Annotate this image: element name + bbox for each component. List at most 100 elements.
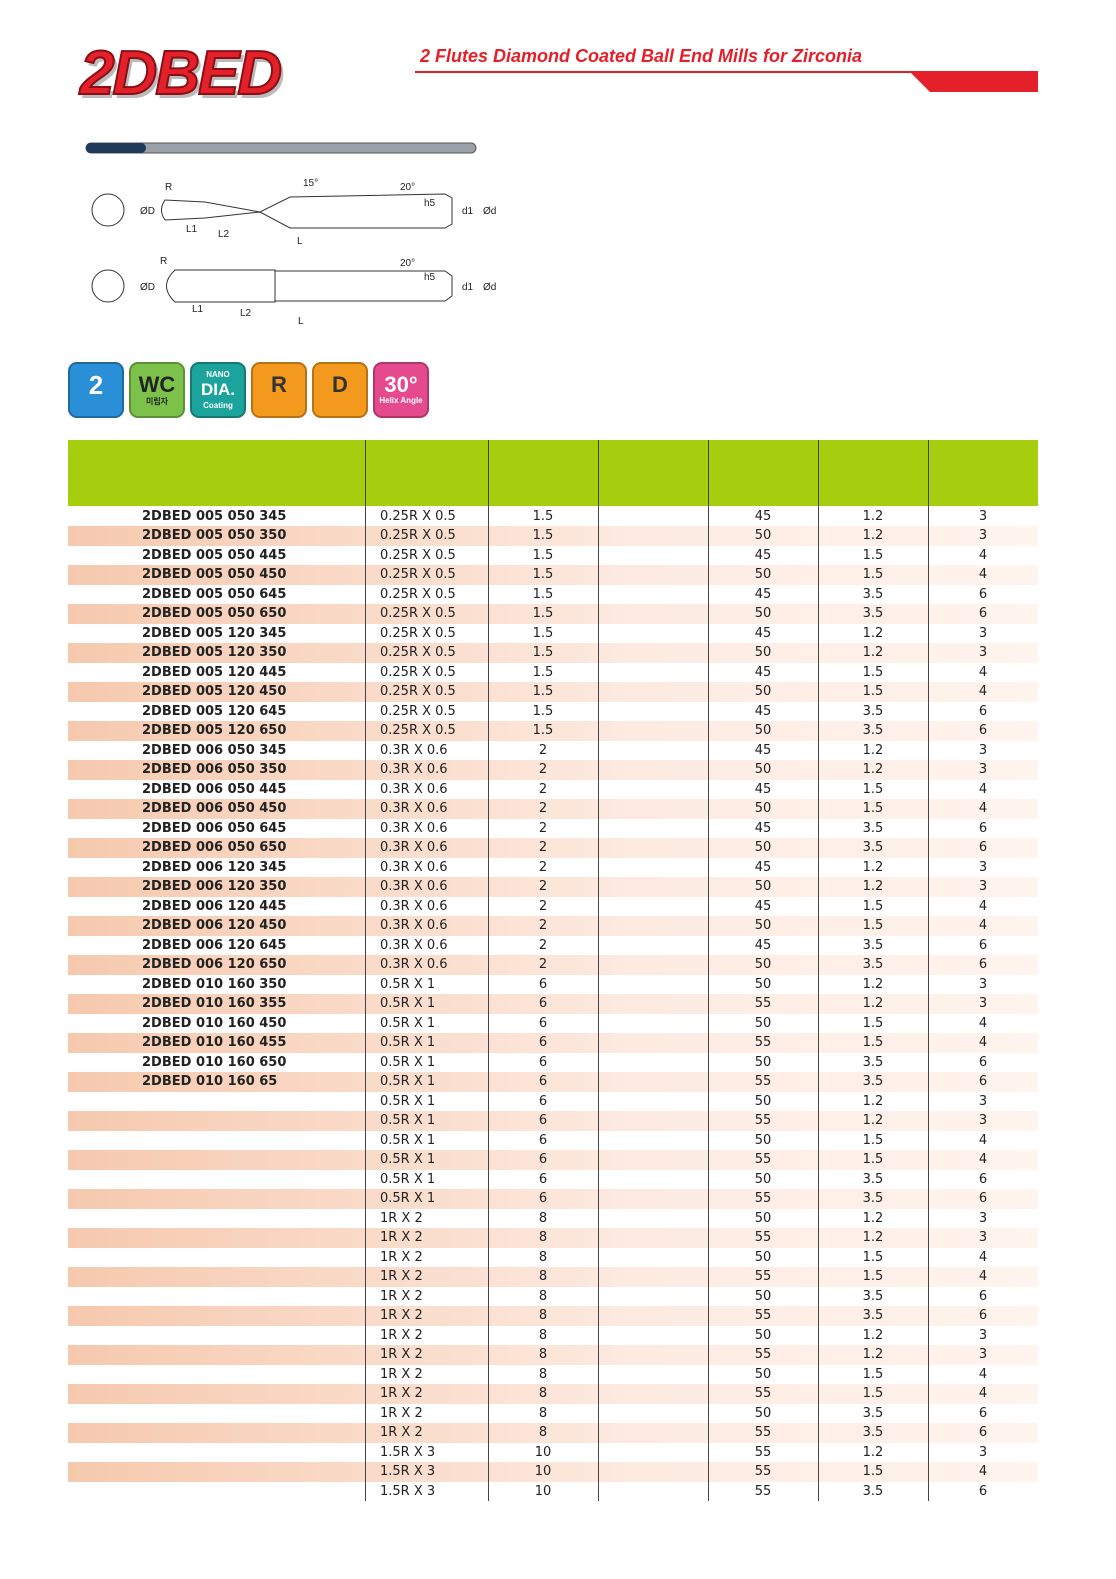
table-row: 2DBED 006 120 645 0.3R X 0.6 2 45 3.5 6 xyxy=(68,936,1038,956)
table-row: 2DBED 010 160 450 0.5R X 1 6 50 1.5 4 xyxy=(68,1014,1038,1034)
table-cell: 0.25R X 0.5 xyxy=(380,684,456,699)
table-cell: 1.5 xyxy=(532,723,554,738)
table-cell: 2 xyxy=(538,918,548,933)
table-row: 1R X 2 8 50 1.2 3 xyxy=(68,1209,1038,1229)
table-cell: 3 xyxy=(978,1093,988,1109)
table-cell: 6 xyxy=(538,996,548,1011)
table-cell: 1.2 xyxy=(862,742,884,758)
table-cell: 6 xyxy=(978,1191,988,1206)
table-cell: 2 xyxy=(538,840,548,855)
table-cell: 4 xyxy=(978,1464,988,1479)
table-cell: 4 xyxy=(978,1249,988,1265)
table-cell: 3.5 xyxy=(862,1171,884,1187)
table-cell: 2DBED 005 120 645 xyxy=(142,703,287,719)
table-cell: 3.5 xyxy=(862,1074,884,1089)
table-cell: 0.5R X 1 xyxy=(380,1054,436,1070)
table-cell: 8 xyxy=(538,1327,548,1343)
table-cell: 1R X 2 xyxy=(380,1269,423,1284)
table-cell: 1.2 xyxy=(862,1347,884,1362)
table-cell: 3.5 xyxy=(862,937,884,953)
table-cell: 2 xyxy=(538,781,548,797)
table-cell: 0.25R X 0.5 xyxy=(380,547,456,563)
table-cell: 2DBED 006 050 345 xyxy=(142,742,287,758)
icon-text: Helix Angle xyxy=(379,396,423,405)
icon: 30° Helix Angle xyxy=(373,362,429,418)
table-cell: 3.5 xyxy=(862,586,884,602)
table-cell: 2 xyxy=(538,898,548,914)
table-cell: 50 xyxy=(754,957,772,972)
table-cell: 6 xyxy=(978,1054,988,1070)
table-cell: 4 xyxy=(978,1132,988,1148)
table-cell: 0.5R X 1 xyxy=(380,1093,436,1109)
table-row: 1R X 2 8 50 3.5 6 xyxy=(68,1287,1038,1307)
table-row: 2DBED 006 120 450 0.3R X 0.6 2 50 1.5 4 xyxy=(68,916,1038,936)
table-cell: 0.5R X 1 xyxy=(380,1191,436,1206)
table-cell: 50 xyxy=(754,918,772,933)
table-row: 0.5R X 1 6 50 1.2 3 xyxy=(68,1092,1038,1112)
table-cell: 50 xyxy=(754,1093,772,1109)
table-row: 1R X 2 8 50 3.5 6 xyxy=(68,1404,1038,1424)
table-row: 2DBED 005 120 450 0.25R X 0.5 1.5 50 1.5 4 xyxy=(68,682,1038,702)
table-cell: 1.5 xyxy=(532,625,554,641)
table-cell: 2DBED 005 050 650 xyxy=(142,606,287,621)
table-row: 2DBED 006 050 350 0.3R X 0.6 2 50 1.2 3 xyxy=(68,760,1038,780)
table-cell: 2 xyxy=(538,762,548,777)
icon-text: 미립자 xyxy=(145,397,169,406)
table-cell: 6 xyxy=(978,1171,988,1187)
table-cell: 2DBED 005 120 650 xyxy=(142,723,287,738)
table-cell: 45 xyxy=(754,859,772,875)
table-cell: 1.5 xyxy=(532,606,554,621)
table-cell: 1.2 xyxy=(862,879,884,894)
table-cell: 45 xyxy=(754,781,772,797)
label: L2 xyxy=(240,308,252,319)
table-cell: 50 xyxy=(754,1366,772,1382)
table-cell: 3 xyxy=(978,976,988,992)
table-row: 2DBED 006 050 450 0.3R X 0.6 2 50 1.5 4 xyxy=(68,799,1038,819)
table-cell: 2DBED 005 050 445 xyxy=(142,547,287,563)
icon-text: 2 xyxy=(88,370,104,400)
table-cell: 6 xyxy=(538,1015,548,1031)
table-cell: 50 xyxy=(754,762,772,777)
table-cell: 50 xyxy=(754,1132,772,1148)
table-cell: 3 xyxy=(978,1327,988,1343)
table-cell: 6 xyxy=(978,1308,988,1323)
table-cell: 1.5 xyxy=(862,1152,884,1167)
rule-tab xyxy=(910,72,1038,92)
table-cell: 1.5 xyxy=(862,1035,884,1050)
table-cell: 0.5R X 1 xyxy=(380,1152,436,1167)
table-row: 1R X 2 8 55 1.2 3 xyxy=(68,1228,1038,1248)
table-cell: 55 xyxy=(754,1308,772,1323)
table-cell: 8 xyxy=(538,1230,548,1245)
table-row: 2DBED 005 050 650 0.25R X 0.5 1.5 50 3.5 6 xyxy=(68,604,1038,624)
icon-text: NANO xyxy=(206,370,230,379)
table-cell: 6 xyxy=(538,976,548,992)
table-cell: 55 xyxy=(754,1035,772,1050)
table-cell: 1.5 xyxy=(862,684,884,699)
table-cell: 6 xyxy=(538,1171,548,1187)
table-cell: 2DBED 005 120 345 xyxy=(142,625,287,641)
icon: D xyxy=(312,362,368,418)
table-cell: 50 xyxy=(754,1405,772,1421)
table-cell: 1.5 xyxy=(862,1366,884,1382)
table-cell: 50 xyxy=(754,567,772,582)
table-cell: 3 xyxy=(978,1230,988,1245)
table-cell: 50 xyxy=(754,684,772,699)
table-cell: 3 xyxy=(978,1347,988,1362)
table-cell: 50 xyxy=(754,1327,772,1343)
table-cell: 0.25R X 0.5 xyxy=(380,703,456,719)
table-cell: 6 xyxy=(538,1054,548,1070)
table-row: 2DBED 010 160 355 0.5R X 1 6 55 1.2 3 xyxy=(68,994,1038,1014)
table-cell: 1.5R X 3 xyxy=(380,1483,436,1499)
table-cell: 3.5 xyxy=(862,840,884,855)
table-row: 2DBED 005 120 350 0.25R X 0.5 1.5 50 1.2 3 xyxy=(68,643,1038,663)
table-cell: 0.3R X 0.6 xyxy=(380,957,448,972)
table-cell: 3.5 xyxy=(862,1054,884,1070)
table-cell: 45 xyxy=(754,703,772,719)
table-cell: 1.2 xyxy=(862,1230,884,1245)
table-cell: 55 xyxy=(754,1386,772,1401)
table-row: 2DBED 005 050 345 0.25R X 0.5 1.5 45 1.2 3 xyxy=(68,507,1038,527)
table-cell: 3.5 xyxy=(862,957,884,972)
table-cell: 0.3R X 0.6 xyxy=(380,820,448,836)
table-cell: 3.5 xyxy=(862,1425,884,1440)
table-cell: 50 xyxy=(754,528,772,543)
